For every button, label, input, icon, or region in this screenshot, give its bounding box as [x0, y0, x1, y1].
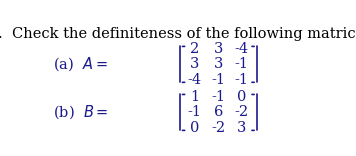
Text: -2: -2: [235, 105, 249, 119]
Text: 0: 0: [190, 121, 200, 135]
Text: 0: 0: [237, 90, 246, 104]
Text: -4: -4: [235, 42, 249, 56]
Text: 1.  Check the definiteness of the following matrices.: 1. Check the definiteness of the followi…: [0, 27, 356, 41]
Text: 3: 3: [190, 57, 200, 71]
Text: -1: -1: [235, 57, 249, 71]
Text: -1: -1: [211, 73, 225, 87]
Text: -2: -2: [211, 121, 225, 135]
Text: -1: -1: [211, 90, 225, 104]
Text: 3: 3: [214, 57, 223, 71]
Text: (a)  $A=$: (a) $A=$: [53, 56, 108, 73]
Text: 3: 3: [237, 121, 246, 135]
Text: -4: -4: [188, 73, 202, 87]
Text: 6: 6: [214, 105, 223, 119]
Text: 1: 1: [190, 90, 199, 104]
Text: 2: 2: [190, 42, 199, 56]
Text: -1: -1: [235, 73, 249, 87]
Text: -1: -1: [188, 105, 202, 119]
Text: 3: 3: [214, 42, 223, 56]
Text: (b)  $B=$: (b) $B=$: [53, 104, 108, 121]
